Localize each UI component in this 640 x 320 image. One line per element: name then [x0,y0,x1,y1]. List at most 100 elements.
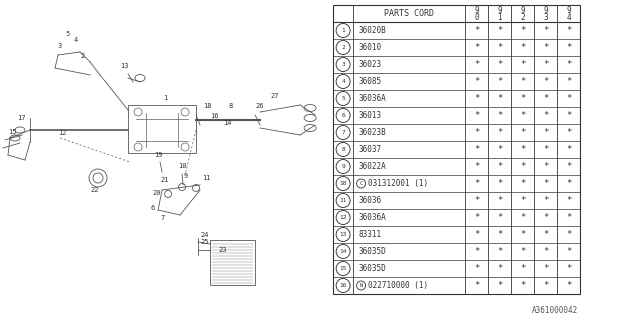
Text: 20: 20 [152,190,161,196]
Text: *: * [497,94,502,103]
Text: 11: 11 [339,198,347,203]
Text: 12: 12 [58,130,67,136]
Text: 16: 16 [339,283,347,288]
Text: *: * [520,281,525,290]
Text: *: * [543,213,548,222]
Text: *: * [543,162,548,171]
Text: 10: 10 [178,163,187,169]
Text: *: * [520,179,525,188]
Text: 26: 26 [255,103,264,109]
Text: *: * [566,111,572,120]
Text: *: * [520,94,525,103]
Bar [210,240,255,285]
Text: A361000042: A361000042 [532,306,578,315]
Text: 15: 15 [339,266,347,271]
Text: 16: 16 [210,113,219,119]
Text: 27: 27 [270,93,278,99]
Text: 9: 9 [520,6,525,15]
Text: *: * [497,162,502,171]
Text: *: * [497,128,502,137]
Text: *: * [497,230,502,239]
Text: 3: 3 [341,62,345,67]
Text: *: * [520,128,525,137]
Text: *: * [566,77,572,86]
Text: *: * [497,145,502,154]
Text: *: * [520,196,525,205]
Text: 2: 2 [520,13,525,22]
Text: *: * [566,43,572,52]
Text: *: * [497,179,502,188]
Text: 10: 10 [339,181,347,186]
Text: *: * [566,128,572,137]
Text: *: * [543,43,548,52]
Bar [333,5,580,294]
Text: *: * [566,230,572,239]
Text: *: * [497,60,502,69]
Text: *: * [566,196,572,205]
Text: 031312001 (1): 031312001 (1) [368,179,428,188]
Text: *: * [474,26,479,35]
Text: *: * [474,230,479,239]
Text: 36023B: 36023B [358,128,386,137]
Text: *: * [543,26,548,35]
Text: *: * [566,60,572,69]
Text: *: * [474,60,479,69]
Text: 3: 3 [58,43,62,49]
Text: *: * [543,128,548,137]
Text: 14: 14 [223,120,232,126]
Text: N: N [360,283,363,288]
Text: *: * [566,179,572,188]
Text: *: * [543,111,548,120]
Text: *: * [497,281,502,290]
Text: C: C [360,181,363,186]
Text: 7: 7 [160,215,164,221]
Text: *: * [520,264,525,273]
Text: *: * [543,179,548,188]
Text: 2: 2 [80,53,84,59]
Text: 0: 0 [474,13,479,22]
Text: *: * [566,162,572,171]
Text: *: * [520,230,525,239]
Text: *: * [566,247,572,256]
Text: 36036: 36036 [358,196,381,205]
Text: *: * [520,162,525,171]
Text: 9: 9 [497,6,502,15]
Text: *: * [474,43,479,52]
Text: 6: 6 [150,205,154,211]
Text: 19: 19 [154,152,163,158]
Text: *: * [520,60,525,69]
Text: 13: 13 [120,63,129,69]
Text: *: * [474,264,479,273]
Text: *: * [497,111,502,120]
Text: *: * [474,213,479,222]
Text: *: * [566,145,572,154]
Bar [128,105,196,153]
Text: 21: 21 [160,177,168,183]
Text: 8: 8 [228,103,232,109]
Text: 7: 7 [341,130,345,135]
Text: 2: 2 [341,45,345,50]
Text: *: * [543,264,548,273]
Text: 6: 6 [341,113,345,118]
Text: *: * [520,145,525,154]
Text: *: * [474,111,479,120]
Text: *: * [543,247,548,256]
Text: 9: 9 [543,6,548,15]
Text: 9: 9 [341,164,345,169]
Text: *: * [543,281,548,290]
Text: 36037: 36037 [358,145,381,154]
Text: *: * [543,77,548,86]
Text: 9: 9 [184,173,188,179]
Text: *: * [474,247,479,256]
Text: 25: 25 [200,239,209,245]
Text: 36036A: 36036A [358,213,386,222]
Text: *: * [566,213,572,222]
Text: *: * [497,247,502,256]
Text: *: * [474,94,479,103]
Text: 17: 17 [17,115,26,121]
Text: 8: 8 [341,147,345,152]
Text: *: * [497,77,502,86]
Text: *: * [543,196,548,205]
Text: PARTS CORD: PARTS CORD [384,9,434,18]
Text: 022710000 (1): 022710000 (1) [368,281,428,290]
